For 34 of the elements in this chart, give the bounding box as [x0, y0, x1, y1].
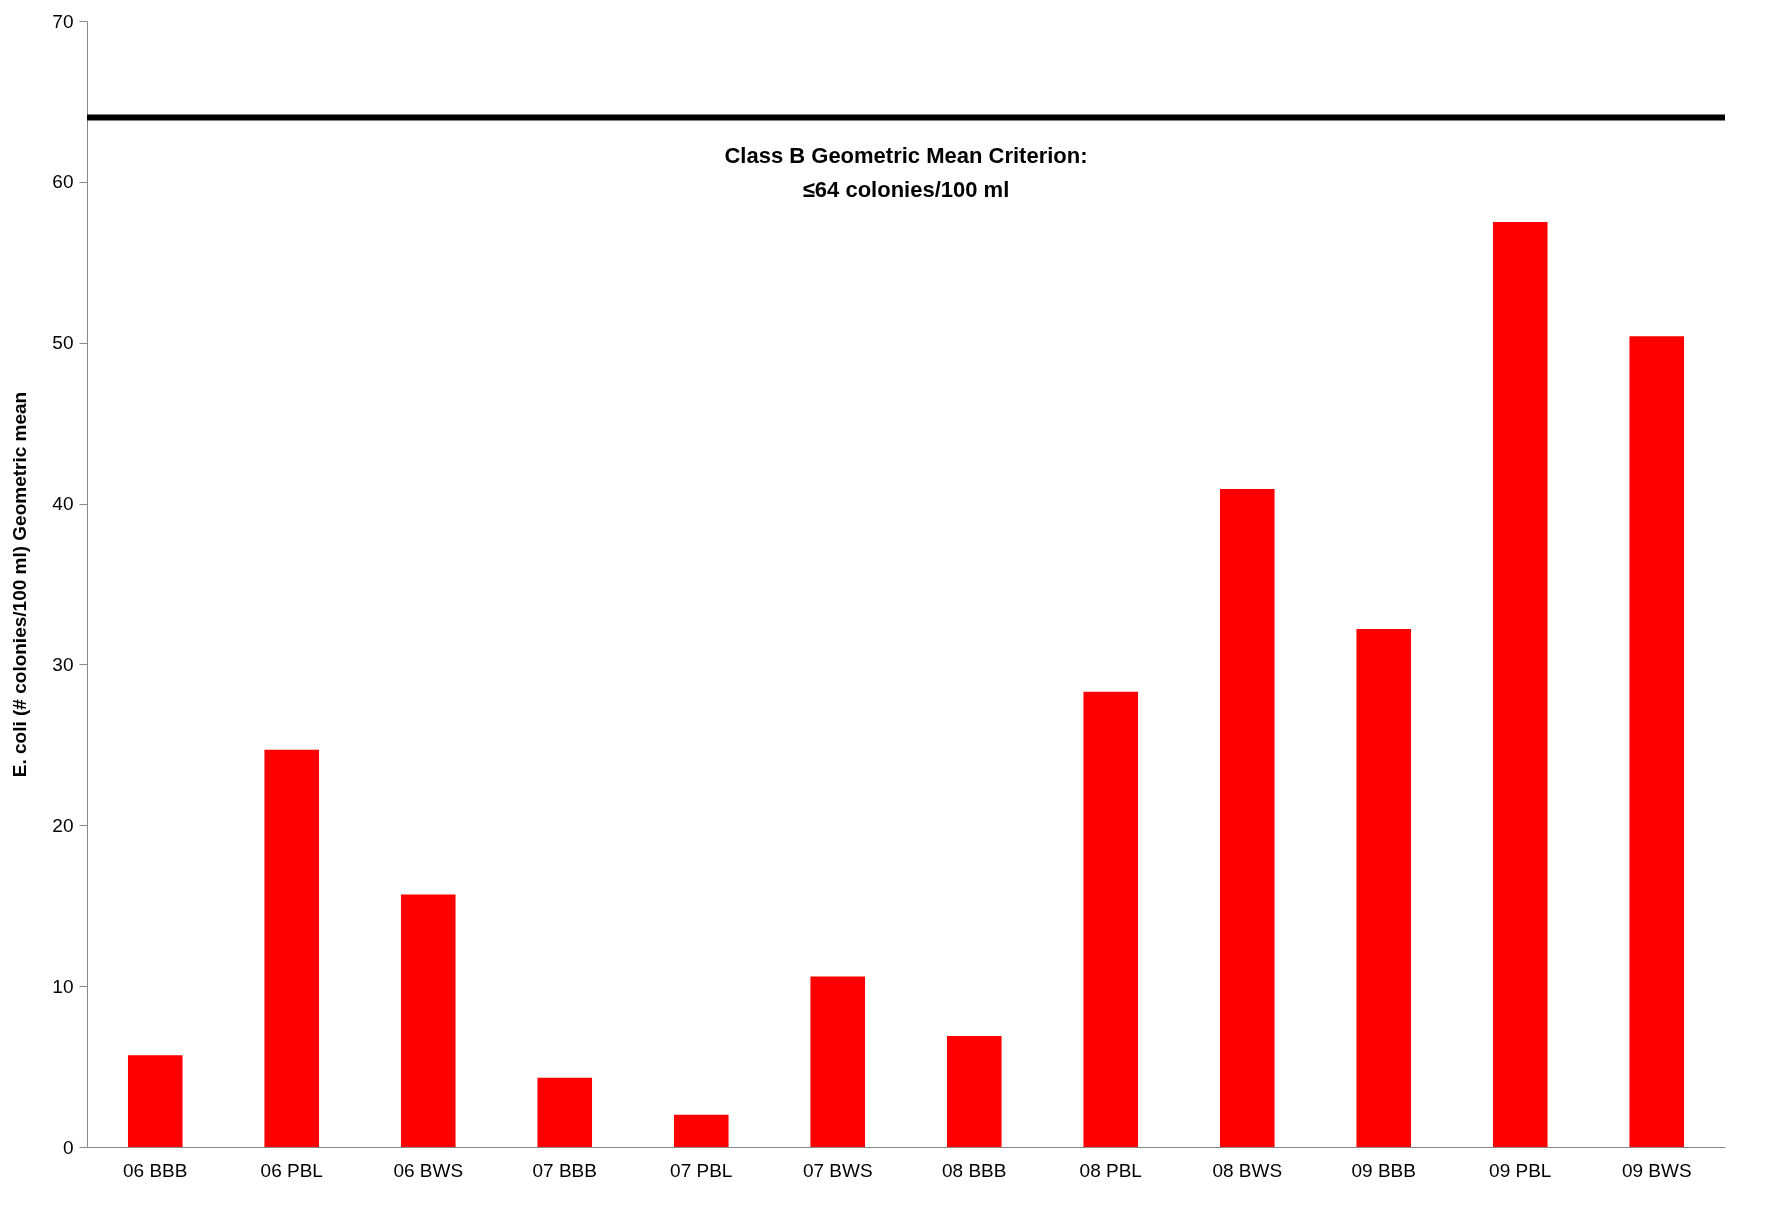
y-tick-label: 0 — [62, 1136, 74, 1158]
bar — [1492, 222, 1548, 1147]
x-tick-label: 09 PBL — [1489, 1159, 1552, 1181]
x-tick-label: 09 BWS — [1621, 1159, 1692, 1181]
y-tick-label: 30 — [52, 653, 74, 675]
x-tick-label: 07 BWS — [802, 1159, 873, 1181]
ref-line-label: Class B Geometric Mean Criterion: ≤64 colonies/100 ml — [724, 142, 1088, 202]
x-tick-label: 09 BBB — [1351, 1159, 1416, 1181]
bar — [1219, 489, 1275, 1147]
x-tick-label: 07 PBL — [670, 1159, 733, 1181]
bar — [400, 894, 456, 1147]
y-tick-label: 20 — [52, 814, 74, 836]
x-tick-label: 08 PBL — [1079, 1159, 1142, 1181]
y-tick-label: 10 — [52, 975, 74, 997]
bar — [946, 1036, 1002, 1147]
y-tick-label: 70 — [52, 10, 74, 32]
x-tick-label: 06 PBL — [260, 1159, 323, 1181]
y-axis-title: E. coli (# colonies/100 ml) Geometric mean — [9, 391, 31, 778]
x-tick-label: 07 BBB — [532, 1159, 597, 1181]
bar — [264, 749, 320, 1147]
x-tick-label: 08 BWS — [1212, 1159, 1283, 1181]
y-tick-label: 40 — [52, 493, 74, 515]
bar — [810, 976, 866, 1147]
bar — [537, 1077, 593, 1147]
x-tick-label: 06 BWS — [393, 1159, 464, 1181]
bar — [1356, 629, 1412, 1147]
bar — [127, 1055, 183, 1147]
bar — [1629, 336, 1685, 1147]
y-tick-label: 50 — [52, 332, 74, 354]
bar — [1083, 691, 1139, 1147]
y-tick-label: 60 — [52, 171, 74, 193]
x-tick-label: 08 BBB — [942, 1159, 1007, 1181]
bar — [673, 1114, 729, 1147]
x-tick-label: 06 BBB — [123, 1159, 188, 1181]
